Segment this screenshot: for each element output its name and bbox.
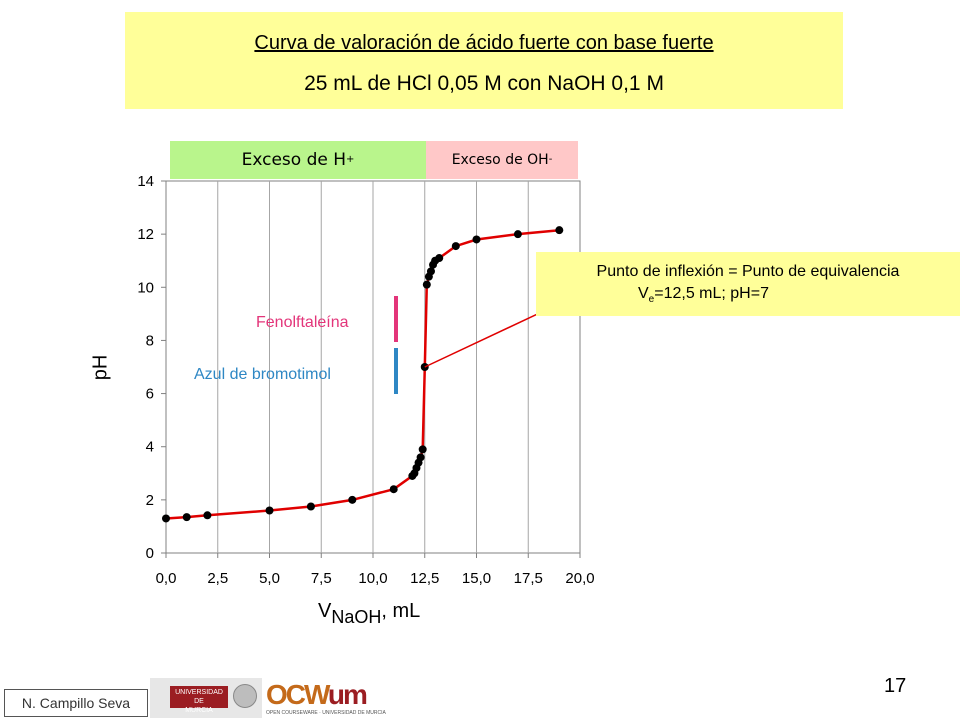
data-point <box>203 511 212 520</box>
x-axis-title: VNaOH, mL <box>318 600 420 628</box>
data-point <box>426 267 435 276</box>
x-axis-title-unit: , mL <box>381 600 421 622</box>
author-label: N. Campillo Seva <box>4 689 148 717</box>
x-tick-label: 17,5 <box>514 570 543 587</box>
x-tick-label: 7,5 <box>311 570 332 587</box>
x-tick-label: 0,0 <box>156 570 177 587</box>
equivalence-values: Ve=12,5 mL; pH=7 <box>638 285 769 305</box>
university-seal-icon <box>233 684 257 708</box>
data-point <box>182 513 191 522</box>
data-point <box>306 502 315 511</box>
y-tick-label: 4 <box>146 439 154 456</box>
inflection-annotation: Punto de inflexión = Punto de equivalenc… <box>536 252 960 316</box>
data-point <box>555 226 564 235</box>
ocw-logo: OCWum <box>266 679 368 711</box>
x-tick-label: 15,0 <box>462 570 491 587</box>
x-axis-title-main: V <box>318 600 332 622</box>
acid-excess-zone: Exceso de H + <box>170 141 426 179</box>
azul-bromotimol-label: Azul de bromotimol <box>194 366 331 383</box>
x-tick-label: 10,0 <box>358 570 387 587</box>
azul-bromotimol-range-bar <box>394 348 398 394</box>
ocw-logo-subtitle: OPEN COURSEWARE · UNIVERSIDAD DE MURCIA <box>266 710 386 716</box>
y-tick-label: 14 <box>137 173 154 190</box>
page-number: 17 <box>884 675 907 697</box>
slide-subtitle: 25 mL de HCl 0,05 M con NaOH 0,1 M <box>304 72 664 95</box>
y-tick-label: 8 <box>146 332 154 349</box>
y-tick-label: 6 <box>146 386 154 403</box>
data-point <box>416 453 425 462</box>
y-tick-label: 10 <box>137 279 154 296</box>
data-point <box>162 514 170 523</box>
data-point <box>472 235 481 244</box>
y-axis-title: pH <box>89 354 112 381</box>
x-tick-label: 2,5 <box>207 570 228 587</box>
data-point <box>348 495 357 504</box>
slide-title: Curva de valoración de ácido fuerte con … <box>254 32 714 54</box>
equivalence-rest: =12,5 mL; pH=7 <box>654 285 769 302</box>
y-tick-label: 2 <box>146 492 154 509</box>
logo-line2: MURCIA <box>185 707 213 714</box>
fenolftaleina-label: Fenolftaleína <box>256 314 349 331</box>
inflection-text: Punto de inflexión = Punto de equivalenc… <box>596 263 900 280</box>
ocw-text: OCW <box>266 679 330 710</box>
y-tick-label: 12 <box>137 226 154 243</box>
base-excess-zone: Exceso de OH - <box>426 141 578 179</box>
y-tick-label: 0 <box>146 545 154 562</box>
x-tick-label: 5,0 <box>259 570 280 587</box>
data-point <box>422 280 431 289</box>
base-excess-label: Exceso de OH <box>451 152 549 168</box>
equivalence-sub: e <box>648 294 655 306</box>
data-point <box>418 445 427 454</box>
logo-line1: UNIVERSIDAD DE <box>175 689 223 705</box>
universidad-murcia-logo: UNIVERSIDAD DE MURCIA <box>170 686 228 714</box>
x-tick-label: 20,0 <box>565 570 594 587</box>
title-box: Curva de valoración de ácido fuerte con … <box>125 12 843 109</box>
data-point <box>435 254 444 263</box>
x-tick-label: 12,5 <box>410 570 439 587</box>
um-text: um <box>327 679 368 710</box>
equivalence-v: V <box>638 285 649 302</box>
data-point <box>513 230 522 239</box>
fenolftaleina-range-bar <box>394 296 398 342</box>
data-point <box>265 506 274 515</box>
x-axis-title-sub: NaOH <box>331 607 382 627</box>
data-point <box>389 485 398 494</box>
acid-excess-label: Exceso de H <box>241 150 347 170</box>
data-point <box>451 242 460 251</box>
